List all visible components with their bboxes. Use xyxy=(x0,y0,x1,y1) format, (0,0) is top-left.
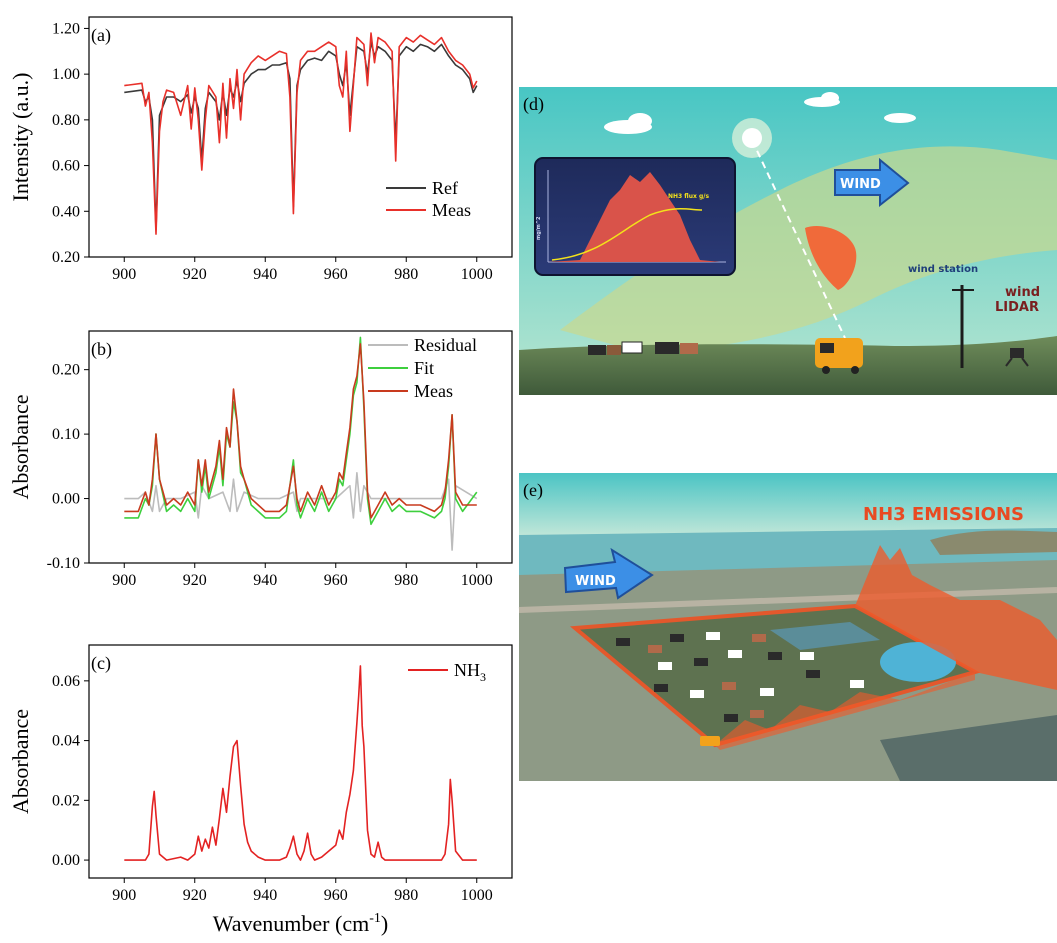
panel-e-sky xyxy=(519,473,1057,535)
legend-label: NH3 xyxy=(454,660,486,684)
series-line-residual xyxy=(124,471,478,551)
y-tick-label: 0.20 xyxy=(52,362,80,379)
plot-frame-a xyxy=(88,16,513,258)
cow-herd-icon xyxy=(588,341,698,355)
x-tick-label: 1000 xyxy=(461,887,493,904)
wind-station-mast-icon xyxy=(952,285,974,368)
chart-panel-c: 900 920 940 960 980 1000 0.00 0.02 0.04 0.06 Absor… xyxy=(8,644,513,936)
panel-d-ground xyxy=(519,336,1057,395)
x-tick-label: 960 xyxy=(324,572,348,589)
emission-edge-front xyxy=(715,672,975,750)
y-tick-label: 0.60 xyxy=(52,158,80,175)
lagoon xyxy=(880,642,956,682)
cloud-icon xyxy=(604,113,652,134)
y-tick-label: 1.00 xyxy=(52,66,80,83)
barn-roof xyxy=(770,622,880,650)
x-tick-label: 960 xyxy=(324,266,348,283)
cattle-group-icon xyxy=(616,632,864,722)
y-tick-label: -0.10 xyxy=(47,555,80,572)
panel-label-c: (c) xyxy=(91,653,111,674)
x-tick-label: 940 xyxy=(253,266,277,283)
lidar-label-bottom: LIDAR xyxy=(995,300,1039,315)
y-tick-label: 0.04 xyxy=(52,733,80,750)
series-line-nh xyxy=(124,665,477,861)
y-tick-label: 0.10 xyxy=(52,426,80,443)
nh3-emissions-title: NH3 EMISSIONS xyxy=(863,504,1024,525)
panel-e-sea xyxy=(519,528,1057,575)
x-tick-label: 920 xyxy=(183,572,207,589)
x-tick-label: 980 xyxy=(394,572,418,589)
x-tick-label: 1000 xyxy=(461,572,493,589)
panel-e-road xyxy=(518,587,1057,613)
x-tick-label: 900 xyxy=(112,266,136,283)
x-axis-label-end: ) xyxy=(381,911,388,936)
y-axis-label-b: Absorbance xyxy=(8,394,33,499)
y-tick-label: 0.80 xyxy=(52,112,80,129)
y-tick-label: 0.20 xyxy=(52,249,80,266)
ammonia-plume xyxy=(560,146,1057,352)
x-axis-label-superscript: -1 xyxy=(369,911,381,926)
panel-label-b: (b) xyxy=(91,339,112,360)
measurement-van-icon xyxy=(815,338,863,374)
wind-label: WIND xyxy=(575,574,616,589)
sun-beam xyxy=(751,139,846,339)
x-tick-label: 900 xyxy=(112,887,136,904)
series-line-meas xyxy=(124,343,477,519)
panel-d-label: (d) xyxy=(523,94,544,115)
legend-label: Fit xyxy=(414,358,434,378)
plot-frame-b xyxy=(88,330,513,564)
wind-arrow-icon: WIND xyxy=(834,157,910,208)
y-tick-label: 0.06 xyxy=(52,673,80,690)
x-tick-label: 980 xyxy=(394,266,418,283)
legend-label: Meas xyxy=(414,381,453,401)
y-tick-label: 1.20 xyxy=(52,20,80,37)
y-axis-label-c: Absorbance xyxy=(8,709,33,814)
nh3-emission-plume xyxy=(855,545,1057,690)
cloud-icon xyxy=(884,113,916,123)
inset-series-label: NH3 flux g/s xyxy=(668,193,709,200)
sun-icon xyxy=(732,118,772,158)
y-axis-label-a: Intensity (a.u.) xyxy=(8,73,33,202)
y-tick-label: 0.00 xyxy=(52,491,80,508)
wind-station-label: wind station xyxy=(908,264,978,275)
x-tick-label: 900 xyxy=(112,572,136,589)
flux-inset-chart: NH3 flux g/s mg/m^2 xyxy=(534,157,736,276)
x-tick-label: 940 xyxy=(253,572,277,589)
lidar-device-icon xyxy=(1005,348,1029,367)
lidar-label-top: wind xyxy=(1005,285,1040,300)
y-tick-label: 0.40 xyxy=(52,203,80,220)
x-tick-label: 920 xyxy=(183,266,207,283)
series-line-ref xyxy=(124,41,478,231)
wind-label: WIND xyxy=(840,177,881,192)
panel-label-a: (a) xyxy=(91,25,111,46)
x-axis-label: Wavenumber (cm-1) xyxy=(213,911,388,936)
x-tick-label: 960 xyxy=(324,887,348,904)
chart-panel-b: 900 920 940 960 980 1000 -0.10 0.00 0.10 0.20 Abso… xyxy=(8,330,513,589)
x-tick-label: 920 xyxy=(183,887,207,904)
panel-e-label: (e) xyxy=(523,480,543,501)
measurement-van-icon xyxy=(700,736,720,746)
chart-panel-a: 900 920 940 960 980 1000 0.20 0.40 0.60 0.80 1.00 1… xyxy=(8,16,513,283)
legend-label: Residual xyxy=(414,335,477,355)
legend-label: Ref xyxy=(432,178,458,198)
panel-e-hills xyxy=(930,530,1057,555)
x-tick-label: 1000 xyxy=(461,266,493,283)
inset-axis-label: mg/m^2 xyxy=(536,216,542,240)
adjacent-field xyxy=(880,715,1057,781)
legend-label-subscript: 3 xyxy=(480,670,486,684)
series-line-meas xyxy=(124,32,478,235)
legend-label: Meas xyxy=(432,200,471,220)
y-tick-label: 0.00 xyxy=(52,852,80,869)
plot-frame-c xyxy=(88,644,513,879)
y-tick-label: 0.02 xyxy=(52,792,80,809)
cloud-icon xyxy=(804,92,840,107)
illustration-panel-d: WIND NH3 flux g/s mg/m^2 wind station xyxy=(519,87,1057,395)
illustration-panel-e: WIND NH3 EMISSIONS (e) xyxy=(518,473,1057,781)
measured-plume-shape xyxy=(805,226,857,290)
x-tick-label: 980 xyxy=(394,887,418,904)
x-tick-label: 940 xyxy=(253,887,277,904)
wind-arrow-icon: WIND xyxy=(563,547,654,600)
